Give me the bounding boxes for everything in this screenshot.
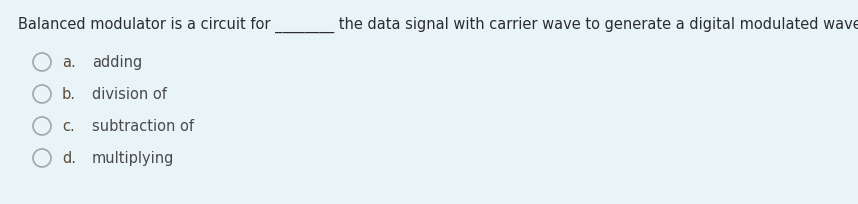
Text: subtraction of: subtraction of bbox=[92, 119, 194, 134]
Text: adding: adding bbox=[92, 55, 142, 70]
Text: Balanced modulator is a circuit for ________ the data signal with carrier wave t: Balanced modulator is a circuit for ____… bbox=[18, 17, 858, 33]
Text: c.: c. bbox=[62, 119, 75, 134]
Text: d.: d. bbox=[62, 151, 76, 166]
Text: division of: division of bbox=[92, 87, 166, 102]
Text: b.: b. bbox=[62, 87, 76, 102]
Text: multiplying: multiplying bbox=[92, 151, 174, 166]
Text: a.: a. bbox=[62, 55, 76, 70]
